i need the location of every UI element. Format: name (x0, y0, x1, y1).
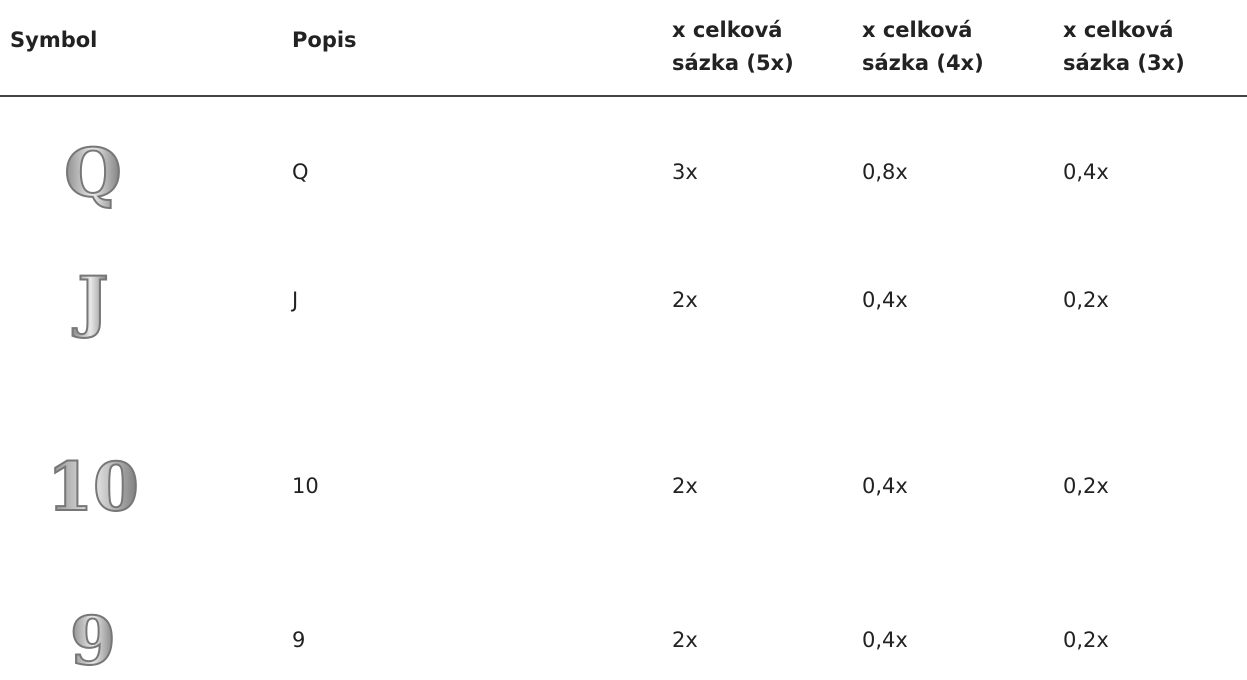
payout: 2x (672, 474, 698, 498)
symbol-icon: 10 (46, 447, 140, 526)
payout: 0,2x (1063, 628, 1109, 652)
payout: 0,4x (1063, 160, 1109, 184)
payout: 0,8x (862, 160, 908, 184)
column-header: Popis (292, 28, 357, 52)
description: 10 (292, 474, 319, 498)
symbol-icon: 9 (69, 601, 117, 680)
description: 9 (292, 628, 306, 652)
symbol-glyph: 9 (70, 602, 116, 680)
symbol-glyph: J (72, 262, 108, 340)
payout: 0,2x (1063, 288, 1109, 312)
description: J (292, 288, 299, 312)
column-header: x celková sázka (4x) (862, 18, 984, 75)
column-header: x celková sázka (5x) (672, 18, 794, 75)
payout: 2x (672, 628, 698, 652)
header-rule (0, 95, 1247, 97)
payout: 0,4x (862, 288, 908, 312)
symbol-icon: J (71, 261, 109, 340)
description: Q (292, 160, 309, 184)
column-header: Symbol (10, 28, 98, 52)
payout: 3x (672, 160, 698, 184)
payout: 0,4x (862, 628, 908, 652)
payout: 2x (672, 288, 698, 312)
payout: 0,2x (1063, 474, 1109, 498)
payout: 0,4x (862, 474, 908, 498)
symbol-glyph: Q (64, 134, 122, 212)
column-header: x celková sázka (3x) (1063, 18, 1185, 75)
symbol-glyph: 10 (47, 448, 139, 526)
symbol-icon: Q (63, 133, 123, 212)
